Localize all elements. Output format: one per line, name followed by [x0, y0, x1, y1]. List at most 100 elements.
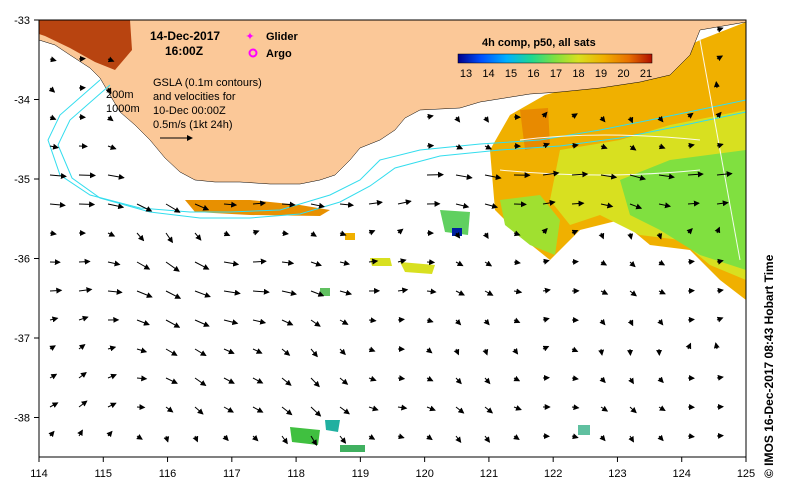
velocity-arrow [107, 373, 117, 380]
velocity-arrow [657, 376, 664, 384]
credit-text: © IMOS 16-Dec-2017 08:43 Hobart Time [762, 254, 776, 478]
depth-1000-label: 1000m [106, 103, 140, 115]
velocity-arrow [165, 232, 173, 244]
velocity-arrow [310, 348, 318, 358]
velocity-arrow [484, 203, 499, 209]
gsla-line-1: GSLA (0.1m contours) [153, 77, 262, 89]
velocity-arrow [48, 86, 56, 93]
velocity-arrow [136, 375, 148, 382]
x-tick-label: 122 [544, 468, 562, 480]
colorbar-title: 4h comp, p50, all sats [482, 37, 596, 49]
glider-legend-label: Glider [266, 31, 299, 43]
velocity-arrow [339, 377, 349, 385]
velocity-arrow [165, 377, 178, 384]
velocity-arrow [368, 405, 379, 412]
velocity-arrow [368, 375, 377, 382]
velocity-arrow [223, 348, 235, 355]
colorbar-tick-label: 16 [527, 68, 539, 80]
velocity-arrow [426, 375, 434, 382]
velocity-arrow [629, 203, 643, 210]
velocity-arrow [194, 232, 202, 241]
velocity-arrow [484, 377, 491, 385]
velocity-arrow [106, 430, 113, 438]
velocity-arrow [49, 402, 59, 408]
depth-200-label: 200m [106, 89, 134, 101]
velocity-arrow [658, 288, 666, 295]
x-tick-label: 120 [415, 468, 433, 480]
velocity-arrow [339, 201, 355, 208]
velocity-arrow [194, 377, 207, 387]
velocity-arrow [252, 348, 263, 354]
velocity-arrow [252, 200, 267, 207]
velocity-arrow [512, 348, 519, 355]
title-time: 16:00Z [165, 44, 203, 58]
sla-contours [499, 39, 741, 261]
velocity-arrow [455, 143, 464, 150]
colorbar-tick-label: 18 [572, 68, 584, 80]
velocity-arrow [599, 318, 606, 326]
velocity-arrow [687, 171, 704, 178]
velocity-arrow [194, 319, 210, 327]
velocity-arrow [629, 260, 636, 268]
velocity-arrow [483, 318, 490, 326]
colorbar [457, 53, 653, 64]
velocity-arrow [223, 406, 234, 413]
velocity-arrow [368, 317, 377, 324]
velocity-arrow [310, 319, 321, 327]
glider-symbol: ✦ [245, 31, 254, 43]
argo-legend-label: Argo [266, 48, 292, 60]
title-date: 14-Dec-2017 [150, 29, 220, 43]
velocity-arrow [542, 316, 550, 323]
velocity-arrow [658, 405, 666, 412]
colorbar-tick-label: 19 [595, 68, 607, 80]
gsla-line-3: 10-Dec 00:00Z [153, 105, 226, 117]
gsla-line-4: 0.5m/s (1kt 24h) [153, 119, 232, 131]
velocity-arrow [106, 115, 114, 122]
velocity-arrow [484, 406, 494, 414]
velocity-arrow [136, 434, 143, 440]
x-tick-label: 118 [287, 468, 305, 480]
velocity-arrow [281, 406, 293, 416]
velocity-arrow [281, 319, 294, 326]
colorbar-tick-label: 15 [505, 68, 517, 80]
x-tick-label: 121 [480, 468, 498, 480]
velocity-arrow [542, 170, 560, 177]
velocity-arrow [687, 258, 695, 265]
velocity-arrow [513, 259, 521, 266]
velocity-arrow [598, 232, 605, 240]
velocity-arrow [716, 258, 724, 265]
velocity-arrow [252, 318, 267, 325]
y-tick-label: -36 [14, 254, 30, 266]
velocity-arrow [542, 287, 551, 294]
velocity-arrow [281, 290, 297, 296]
colorbar-tick-label: 13 [460, 68, 472, 80]
velocity-arrow [49, 345, 56, 352]
velocity-arrow [455, 202, 470, 209]
velocity-arrow [136, 319, 150, 326]
velocity-arrow [107, 402, 117, 409]
velocity-arrow [78, 344, 86, 351]
velocity-arrow [339, 319, 349, 325]
velocity-arrow [426, 288, 437, 295]
velocity-arrow [397, 404, 408, 411]
velocity-arrow [397, 287, 409, 294]
velocity-arrow [252, 288, 270, 295]
velocity-arrow [513, 317, 521, 324]
x-tick-label: 123 [608, 468, 626, 480]
velocity-arrow [513, 230, 521, 237]
velocity-arrow [600, 173, 618, 180]
velocity-arrow [542, 142, 550, 149]
velocity-arrow [657, 434, 664, 442]
velocity-arrow [49, 56, 57, 63]
velocity-arrow [658, 202, 672, 209]
velocity-arrow [513, 434, 520, 440]
velocity-arrow [426, 113, 434, 120]
velocity-arrow [687, 316, 695, 323]
velocity-arrow [716, 26, 724, 33]
colorbar-tick-label: 20 [617, 68, 629, 80]
velocity-arrow [658, 259, 666, 266]
velocity-arrow [542, 199, 556, 206]
velocity-arrow [136, 347, 148, 354]
velocity-arrow [426, 405, 436, 412]
velocity-arrow [686, 227, 693, 235]
